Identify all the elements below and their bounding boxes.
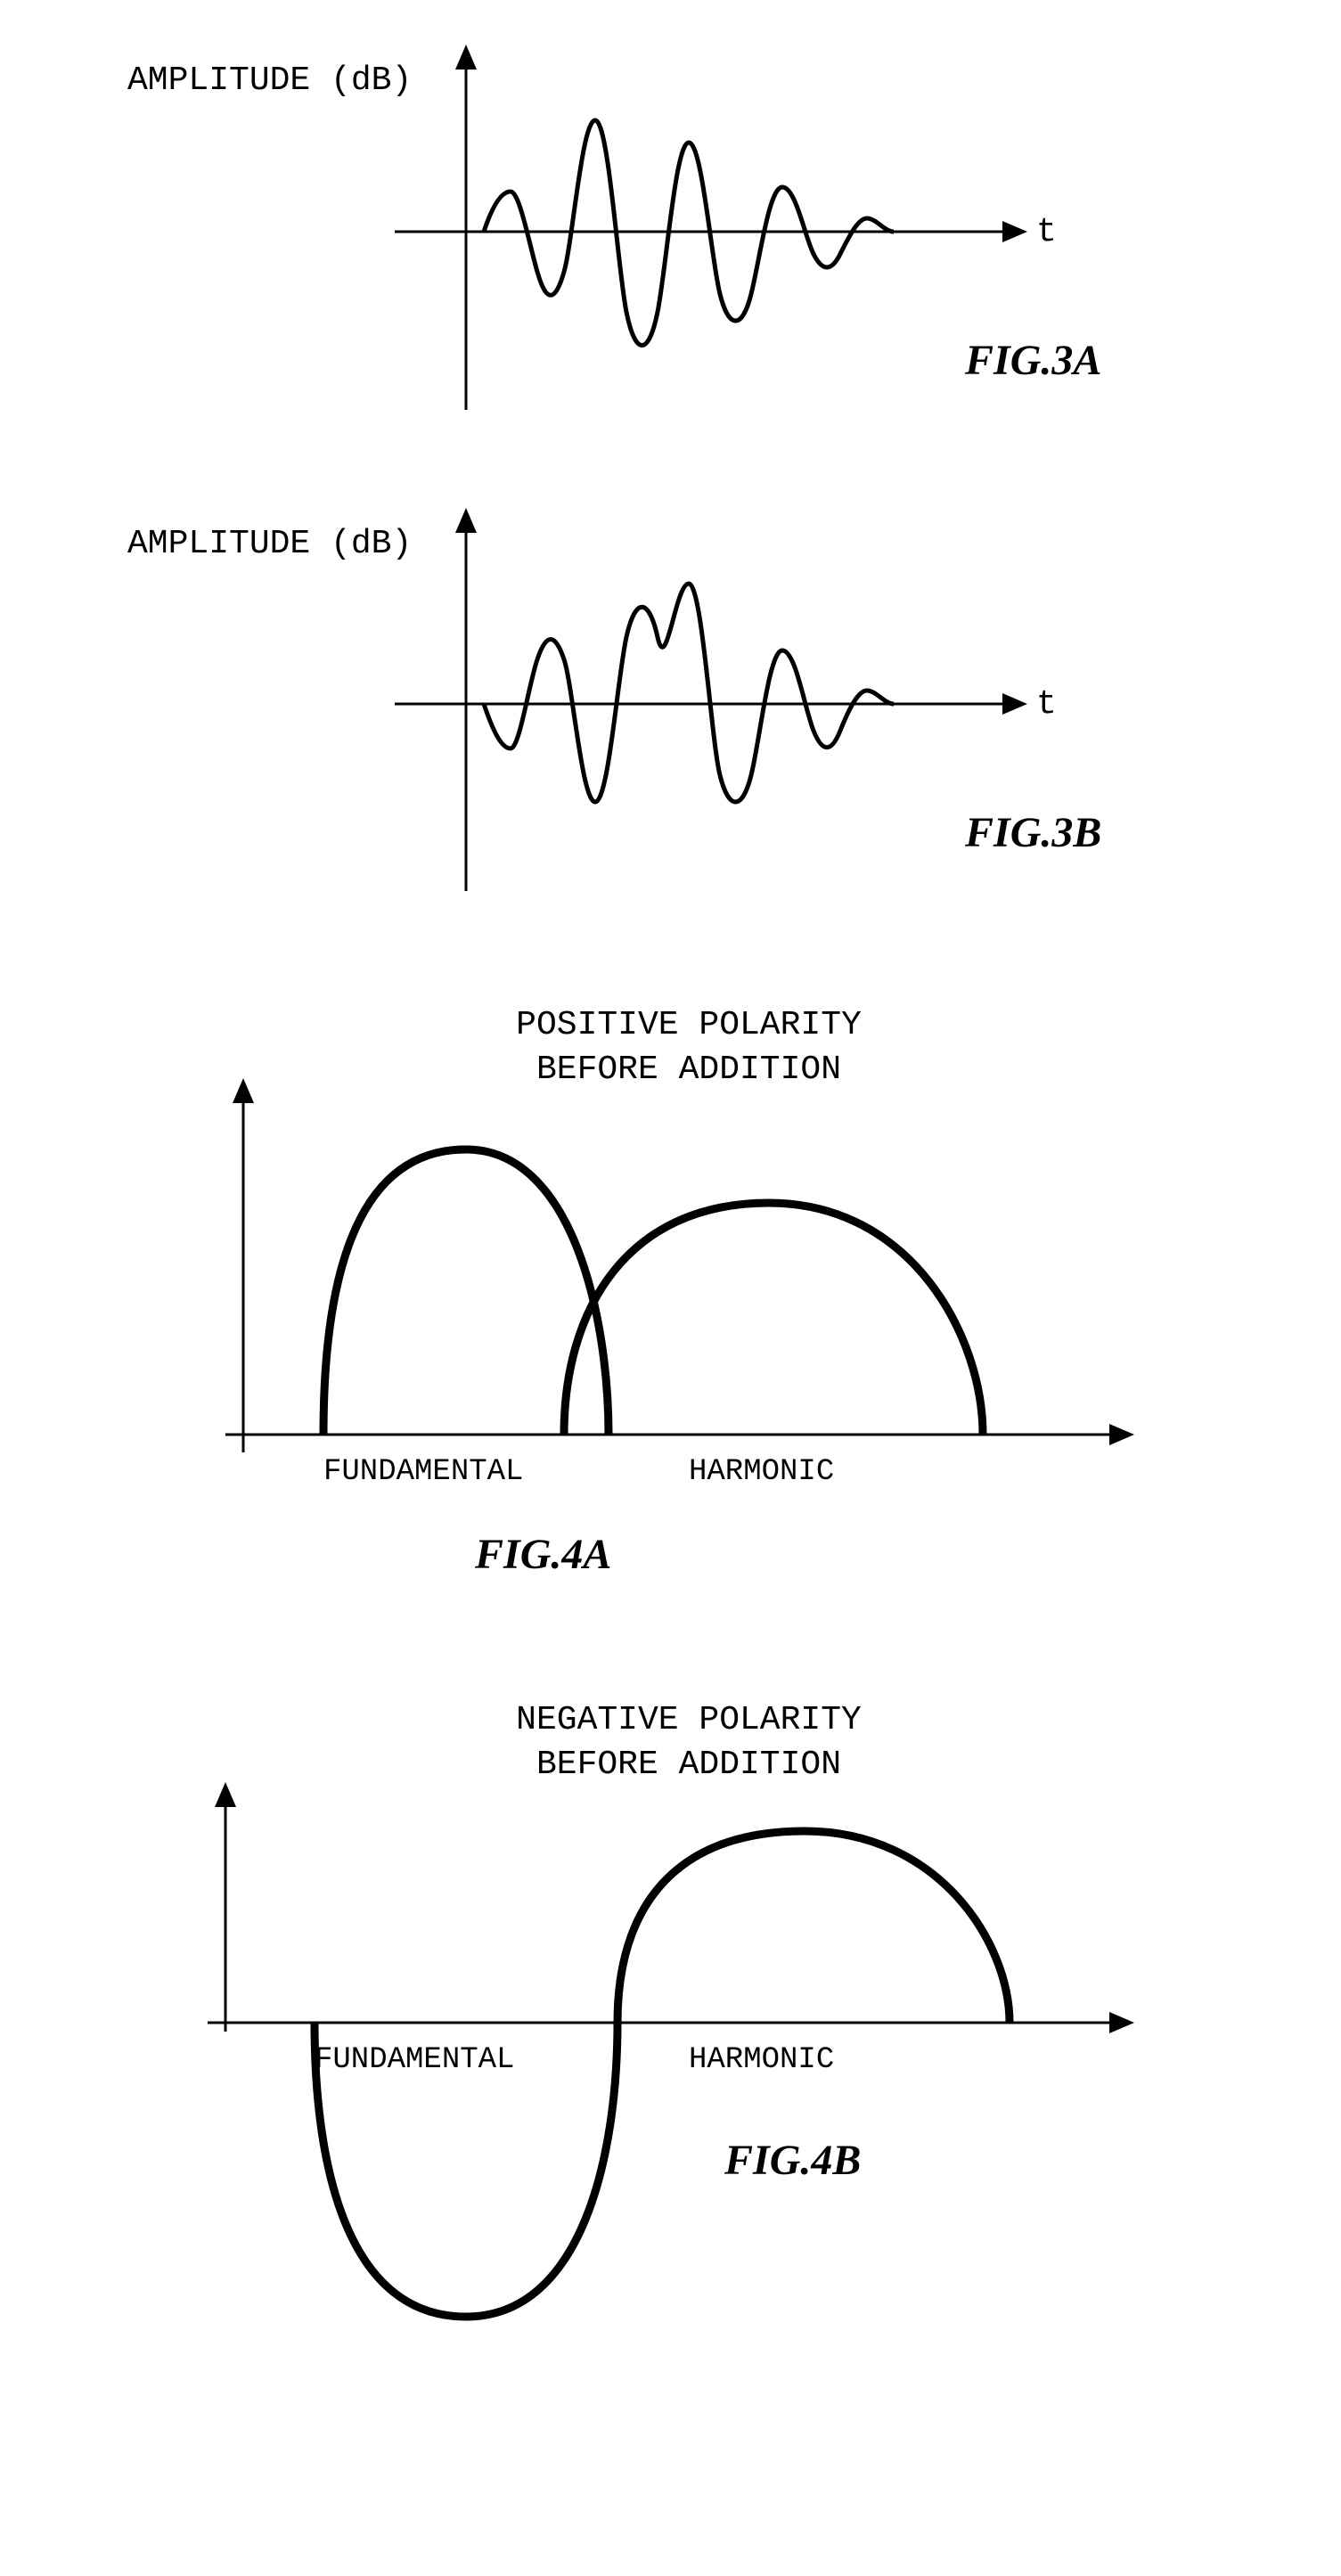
fig4b-fundamental-label: FUNDAMENTAL — [315, 2043, 514, 2077]
fig3b-label: FIG.3B — [964, 809, 1101, 856]
fig4b-label: FIG.4B — [724, 2137, 861, 2184]
figure-4b: NEGATIVE POLARITY BEFORE ADDITION FUNDAM… — [47, 1675, 1295, 2370]
fig3a-ylabel: AMPLITUDE (dB) — [127, 61, 412, 100]
fig4b-y-arrow — [215, 1782, 236, 1807]
fig4b-title1: NEGATIVE POLARITY — [516, 1701, 862, 1739]
fig3b-x-arrow — [1002, 693, 1027, 715]
figure-4a: POSITIVE POLARITY BEFORE ADDITION FUNDAM… — [47, 980, 1295, 1604]
fig3a-xlabel: t — [1036, 213, 1057, 251]
fig4a-harmonic-lobe — [564, 1203, 983, 1435]
fig4a-y-arrow — [233, 1078, 254, 1103]
figure-3a: AMPLITUDE (dB) t FIG.3A — [47, 36, 1295, 428]
fig3b-waveform — [484, 584, 894, 802]
fig4b-harmonic-label: HARMONIC — [689, 2043, 834, 2077]
fig4a-harmonic-label: HARMONIC — [689, 1455, 834, 1489]
fig3a-x-arrow — [1002, 221, 1027, 242]
fig4b-title2: BEFORE ADDITION — [536, 1746, 840, 1784]
fig3b-xlabel: t — [1036, 685, 1057, 724]
fig4a-title1: POSITIVE POLARITY — [516, 1006, 862, 1044]
fig4a-title2: BEFORE ADDITION — [536, 1051, 840, 1089]
fig4a-label: FIG.4A — [474, 1531, 611, 1578]
figure-3b: AMPLITUDE (dB) t FIG.3B — [47, 499, 1295, 909]
fig3a-label: FIG.3A — [964, 337, 1101, 384]
fig3a-y-arrow — [455, 45, 477, 70]
fig4b-harmonic-lobe — [617, 1831, 1010, 2023]
fig3b-ylabel: AMPLITUDE (dB) — [127, 525, 412, 563]
fig4a-fundamental-label: FUNDAMENTAL — [323, 1455, 523, 1489]
fig4b-x-arrow — [1109, 2012, 1134, 2033]
fig3b-y-arrow — [455, 508, 477, 533]
fig4a-x-arrow — [1109, 1424, 1134, 1445]
